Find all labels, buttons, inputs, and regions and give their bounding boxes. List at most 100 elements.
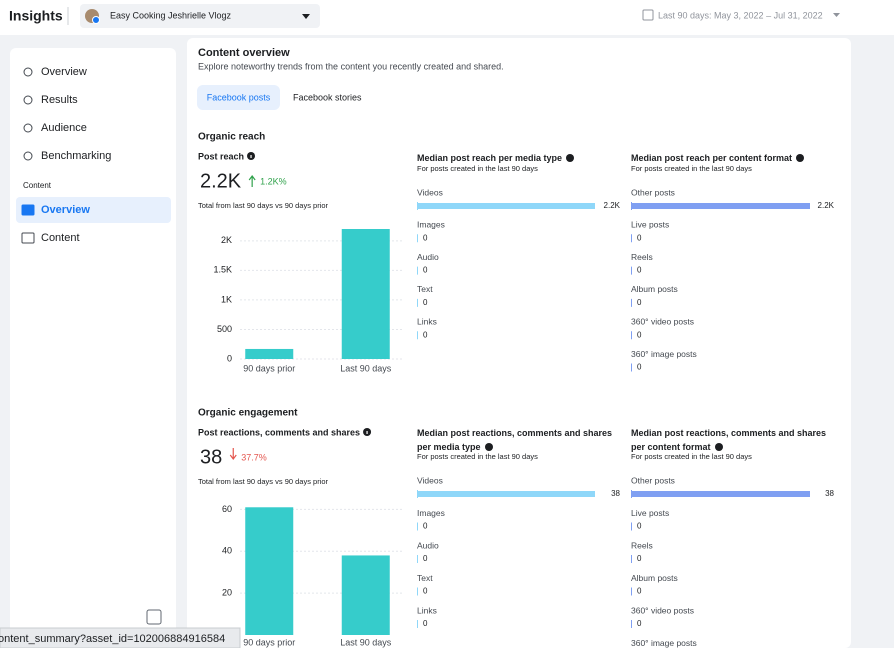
- nav-item[interactable]: Overview: [41, 66, 87, 78]
- info-icon: [796, 154, 805, 162]
- row-label: Reels: [631, 252, 653, 262]
- breakdown-note: For posts created in the last 90 days: [631, 452, 752, 461]
- breakdown-title-text: Median post reach per media type: [417, 153, 563, 163]
- row-label: Audio: [417, 252, 439, 262]
- status-url: ontent_summary?asset_id=102006884916584: [0, 633, 225, 645]
- value-label: 0: [423, 266, 428, 275]
- value-label: 0: [423, 522, 428, 531]
- tab[interactable]: Facebook posts: [207, 92, 271, 102]
- value-label: 0: [423, 330, 428, 339]
- page-selector[interactable]: [80, 4, 320, 28]
- breakdown-title-box: Median post reactions, comments and shar…: [631, 428, 826, 452]
- y-tick-label: 1.5K: [213, 265, 232, 275]
- row-label: Other posts: [631, 475, 675, 485]
- breakdown-title: Median post reach per content format: [631, 151, 836, 165]
- value-label: 2.2K: [818, 201, 835, 210]
- nav-icon: [21, 232, 35, 244]
- bar: [417, 203, 595, 209]
- tab[interactable]: Facebook stories: [293, 92, 362, 102]
- bar: [245, 348, 294, 359]
- value-label: 2.2K: [604, 201, 621, 210]
- row-label: Images: [417, 220, 445, 230]
- collapse-icon[interactable]: [146, 609, 162, 625]
- calendar-icon: [642, 9, 654, 21]
- bar: [631, 491, 810, 497]
- breakdown-title-box: Median post reach per media type: [417, 151, 622, 165]
- section-title: Organic engagement: [198, 408, 298, 419]
- tab-active[interactable]: [197, 85, 280, 110]
- info-icon: [566, 154, 575, 162]
- row-label: Audio: [417, 540, 439, 550]
- breakdown-title: Median post reactions, comments and shar…: [417, 426, 622, 454]
- breakdown-note: For posts created in the last 90 days: [631, 164, 752, 173]
- breakdown-title-text: Median post reactions, comments and shar…: [417, 428, 613, 452]
- x-tick-label: 90 days prior: [243, 637, 295, 647]
- value-label: 0: [423, 233, 428, 242]
- row-label: Links: [417, 605, 437, 615]
- row-label: Album posts: [631, 284, 678, 294]
- chart-title: Post reactions, comments and shares: [198, 427, 360, 437]
- info-icon-mark: [250, 155, 252, 158]
- chart-caption: Total from last 90 days vs 90 days prior: [198, 201, 329, 210]
- sidebar: [10, 48, 176, 640]
- row-label: Videos: [417, 475, 443, 485]
- x-tick-label: Last 90 days: [340, 363, 392, 373]
- row-label: Links: [417, 316, 437, 326]
- row-label: 360° video posts: [631, 316, 694, 326]
- nav-icon: [23, 67, 33, 77]
- breakdown-note: For posts created in the last 90 days: [417, 164, 538, 173]
- overview-title: Content overview: [198, 47, 290, 59]
- facebook-badge: [92, 16, 100, 24]
- chart-change: 37.7%: [241, 452, 267, 462]
- y-tick-label: 40: [222, 546, 232, 556]
- nav-item[interactable]: Audience: [41, 122, 87, 134]
- nav-icon: [23, 151, 33, 161]
- chart-caption: Total from last 90 days vs 90 days prior: [198, 477, 329, 486]
- y-tick-label: 20: [222, 588, 232, 598]
- value-label: 0: [637, 266, 642, 275]
- value-label: 0: [423, 298, 428, 307]
- app-title: Insights: [9, 8, 63, 24]
- value-label: 38: [825, 489, 834, 498]
- bar: [341, 229, 390, 359]
- y-tick-label: 1K: [221, 294, 232, 304]
- x-tick-label: 90 days prior: [243, 363, 295, 373]
- row-label: Images: [417, 508, 445, 518]
- value-label: 0: [637, 363, 642, 372]
- row-label: 360° video posts: [631, 605, 694, 615]
- section-title: Organic reach: [198, 132, 265, 143]
- y-tick-label: 2K: [221, 235, 232, 245]
- row-label: 360° image posts: [631, 638, 697, 648]
- row-label: Live posts: [631, 220, 669, 230]
- value-label: 0: [637, 619, 642, 628]
- y-tick-label: 0: [227, 353, 232, 363]
- value-label: 0: [637, 554, 642, 563]
- info-icon-mark: [366, 431, 368, 434]
- caret: [302, 14, 310, 19]
- breakdown-title-text: Median post reach per content format: [631, 153, 793, 163]
- nav-item[interactable]: Overview: [41, 204, 90, 216]
- value-label: 0: [637, 330, 642, 339]
- bar: [631, 203, 810, 209]
- nav-item[interactable]: Results: [41, 94, 78, 106]
- page-name[interactable]: Easy Cooking Jeshrielle Vlogz: [110, 10, 232, 20]
- y-tick-label: 60: [222, 504, 232, 514]
- chart-total: 2.2K: [200, 170, 242, 192]
- caret: [833, 13, 840, 17]
- chart-title: Post reach: [198, 151, 244, 161]
- nav-section: Content: [23, 181, 52, 190]
- row-label: Album posts: [631, 573, 678, 583]
- value-label: 0: [637, 587, 642, 596]
- trend-arrow: [229, 448, 237, 460]
- overview-subtitle: Explore noteworthy trends from the conte…: [198, 61, 504, 71]
- date-range[interactable]: Last 90 days: May 3, 2022 – Jul 31, 2022: [658, 10, 823, 20]
- row-label: Reels: [631, 540, 653, 550]
- row-label: 360° image posts: [631, 349, 697, 359]
- breakdown-title: Median post reach per media type: [417, 151, 622, 165]
- info-icon: [714, 443, 723, 451]
- nav-item[interactable]: Benchmarking: [41, 150, 111, 162]
- bar: [245, 507, 294, 635]
- nav-item[interactable]: Content: [41, 232, 80, 244]
- info-icon: [484, 443, 493, 451]
